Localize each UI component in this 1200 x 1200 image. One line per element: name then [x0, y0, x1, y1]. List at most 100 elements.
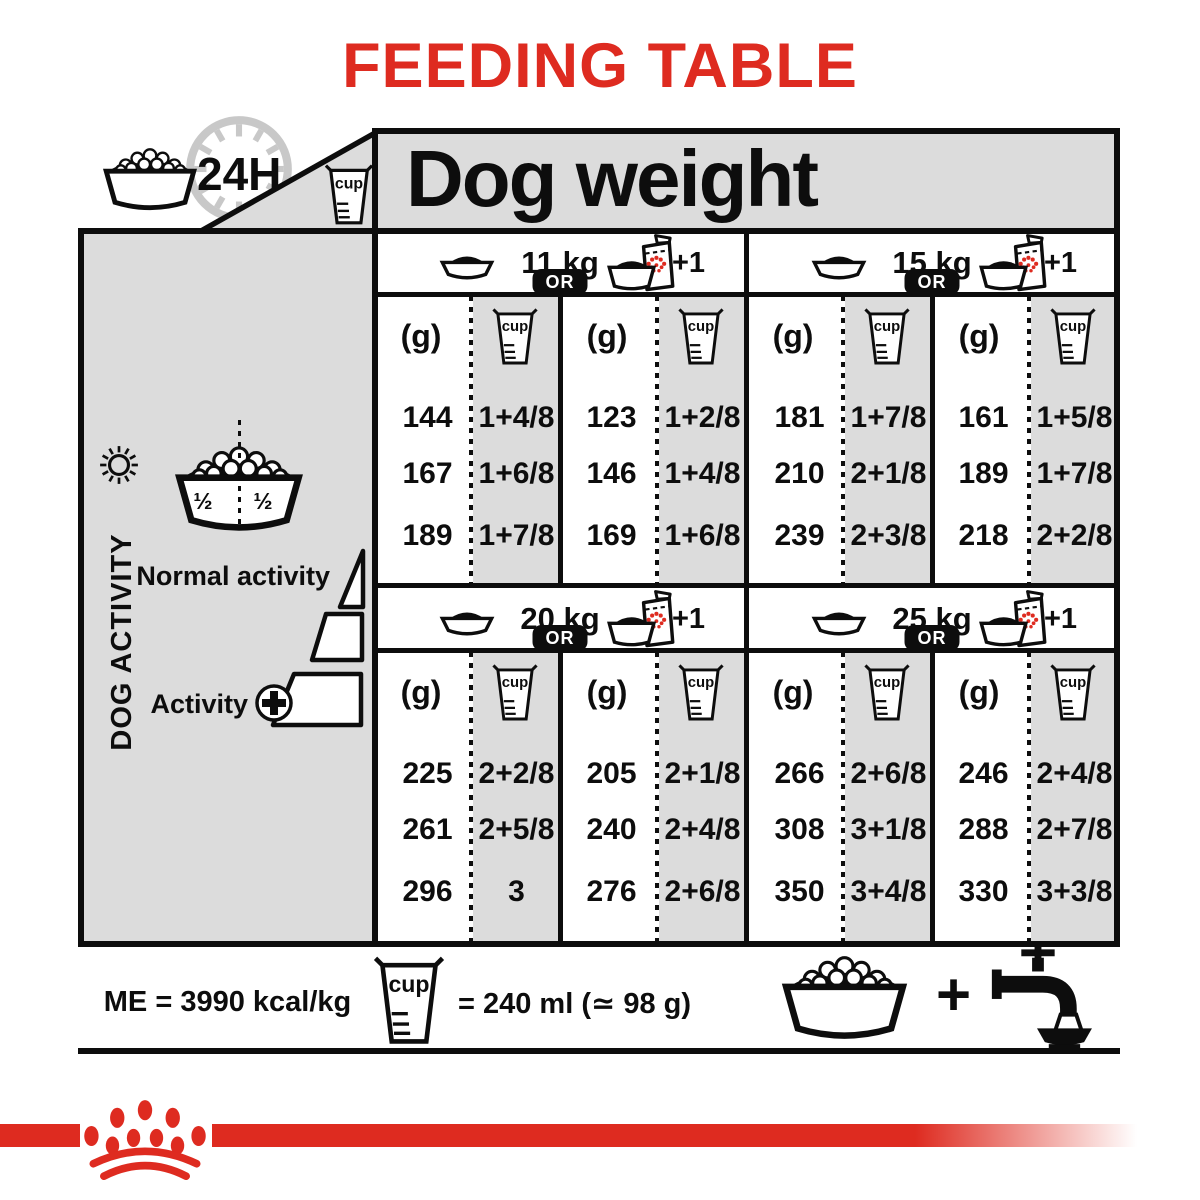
or-badge: OR	[532, 625, 588, 651]
border-right	[1114, 128, 1120, 947]
cup-equals-label: = 240 ml (≃ 98 g)	[458, 988, 692, 1020]
weight-header-row: 20 kg +1 OR	[374, 588, 746, 652]
cup-icon	[1050, 308, 1096, 366]
cup-value: 2+6/8	[664, 875, 741, 908]
me-energy-label: ME = 3990 kcal/kg	[103, 986, 352, 1018]
grams-value: 296	[402, 875, 453, 908]
border-bottom	[78, 1048, 1120, 1054]
section-grid: (g) (g) 144 1+4/8 123 1+2/8 167 1+6/8 14…	[374, 296, 746, 583]
grams-header: (g)	[958, 318, 1000, 354]
cup-value: 2+4/8	[664, 813, 741, 846]
cup-icon	[366, 956, 452, 1046]
section-20kg: 20 kg +1 OR (g) (g) 225 2+2/8 205 2+1/8 …	[374, 588, 746, 941]
section-11kg: 11 kg +1 OR (g) (g) 144 1+4/8 123 1+2/8 …	[374, 232, 746, 585]
or-badge: OR	[904, 625, 960, 651]
half-divider	[930, 296, 935, 583]
pouch-bowl-icon	[976, 233, 1050, 293]
cup-value: 2+4/8	[1036, 757, 1113, 790]
weight-header-row: 11 kg +1 OR	[374, 232, 746, 296]
plus-one-label: +1	[1044, 603, 1078, 635]
dotted-divider	[841, 296, 845, 583]
activity-ramp-medium-icon	[309, 611, 365, 663]
cup-icon	[678, 664, 724, 722]
grams-value: 308	[774, 813, 825, 846]
royal-canin-crown-logo	[78, 1092, 212, 1180]
cup-icon	[492, 664, 538, 722]
or-badge: OR	[904, 269, 960, 295]
plus-circle-icon	[254, 683, 294, 723]
grams-value: 181	[774, 401, 825, 434]
weight-header-row: 25 kg +1 OR	[746, 588, 1118, 652]
grams-header: (g)	[586, 318, 628, 354]
kibble-bowl-icon	[96, 142, 204, 214]
line-under-top-weights	[374, 292, 1120, 297]
cup-value: 1+6/8	[478, 457, 555, 490]
border-left	[78, 228, 84, 947]
section-25kg: 25 kg +1 OR (g) (g) 266 2+6/8 246 2+4/8 …	[746, 588, 1118, 941]
dotted-divider	[841, 652, 845, 941]
plus-one-label: +1	[672, 247, 706, 279]
grams-value: 189	[402, 519, 453, 552]
cup-value: 2+3/8	[850, 519, 927, 552]
section-grid: (g) (g) 225 2+2/8 205 2+1/8 261 2+5/8 24…	[374, 652, 746, 941]
section-15kg: 15 kg +1 OR (g) (g) 181 1+7/8 161 1+5/8 …	[746, 232, 1118, 585]
cup-value: 2+2/8	[478, 757, 555, 790]
normal-activity-label: Normal activity	[136, 561, 330, 591]
brand-bar-right	[212, 1124, 1137, 1147]
cup-value: 3+4/8	[850, 875, 927, 908]
moon-icon	[316, 446, 354, 500]
plus-one-label: +1	[672, 603, 706, 635]
sidebar-bg	[78, 228, 374, 947]
line-under-bottom-weights	[374, 648, 1120, 653]
cup-value: 1+5/8	[1036, 401, 1113, 434]
grams-value: 261	[402, 813, 453, 846]
dog-weight-title: Dog weight	[406, 134, 819, 223]
grams-value: 330	[958, 875, 1009, 908]
border-top	[374, 128, 1120, 134]
cup-value: 2+7/8	[1036, 813, 1113, 846]
grams-value: 205	[586, 757, 637, 790]
cup-icon	[864, 308, 910, 366]
cup-value: 1+6/8	[664, 519, 741, 552]
dotted-divider	[469, 296, 473, 583]
half-divider	[930, 652, 935, 941]
water-faucet-icon	[982, 944, 1092, 1048]
grams-value: 246	[958, 757, 1009, 790]
cup-value: 2+6/8	[850, 757, 927, 790]
cup-value: 1+2/8	[664, 401, 741, 434]
diagonal-corner	[199, 130, 377, 234]
line-under-header	[78, 228, 1120, 234]
grams-value: 350	[774, 875, 825, 908]
grams-value: 161	[958, 401, 1009, 434]
grams-value: 225	[402, 757, 453, 790]
cup-value: 2+1/8	[664, 757, 741, 790]
dog-weight-header-bg	[374, 128, 1120, 230]
brand-bar-left	[0, 1124, 80, 1147]
kibble-bowl-icon	[752, 948, 937, 1044]
grams-header: (g)	[958, 674, 1000, 710]
dotted-divider	[1027, 296, 1031, 583]
or-badge: OR	[532, 269, 588, 295]
dotted-divider	[1027, 652, 1031, 941]
grams-value: 288	[958, 813, 1009, 846]
dotted-divider	[655, 652, 659, 941]
grams-value: 144	[402, 401, 453, 434]
cup-icon	[864, 664, 910, 722]
cup-icon	[325, 164, 373, 226]
pouch-bowl-icon	[604, 589, 678, 649]
sun-icon	[92, 438, 146, 492]
activity-plus-label: Activity	[150, 689, 248, 719]
cup-value: 2+1/8	[850, 457, 927, 490]
half-divider-dotted-line	[238, 420, 241, 526]
grams-value: 189	[958, 457, 1009, 490]
plus-sign: +	[936, 961, 972, 1028]
half-right-label: ½	[253, 488, 273, 514]
cup-value: 1+4/8	[664, 457, 741, 490]
half-divider	[558, 652, 563, 941]
grams-value: 266	[774, 757, 825, 790]
cup-value: 2+5/8	[478, 813, 555, 846]
dotted-divider	[655, 296, 659, 583]
cup-value: 1+7/8	[478, 519, 555, 552]
cup-value: 3+3/8	[1036, 875, 1113, 908]
